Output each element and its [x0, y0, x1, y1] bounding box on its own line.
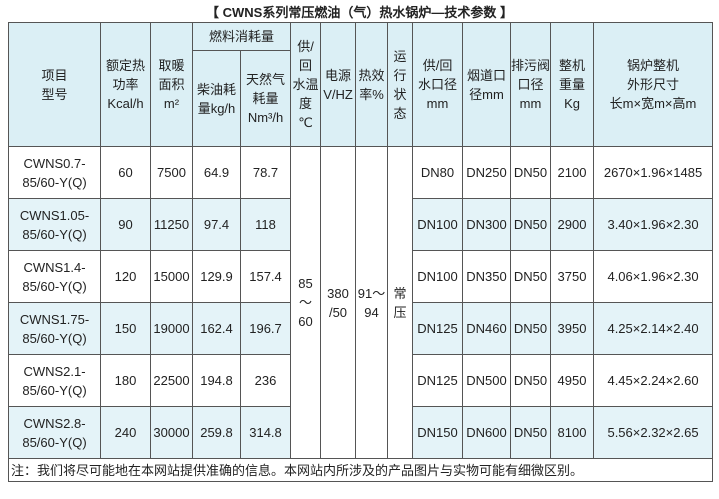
table-cell: 4.45×2.24×2.60	[593, 354, 714, 407]
table-cell: 314.8	[239, 406, 292, 459]
table-cell: DN300	[462, 198, 512, 251]
header-cell: 取暖 面积 m²	[150, 22, 193, 147]
header-group: 燃料消耗量	[191, 22, 292, 51]
table-row: CWNS0.7- 85/60-Y(Q) 60 7500 64.9 78.7 85 ～ 60…	[8, 146, 714, 459]
merged-cell: 91～ 94	[355, 146, 389, 459]
note: 注：我们将尽可能地在本网站提供准确的信息。本网站内所涉及的产品图片与实物可能有细…	[7, 458, 714, 482]
table-cell: 3.40×1.96×2.30	[593, 198, 714, 251]
merged-cell: 85 ～ 60	[290, 146, 322, 459]
table-row: CWNS2.8- 85/60-Y(Q) 240 30000 259.8 314.8 DN1…	[8, 406, 714, 459]
table-cell: 78.7	[239, 146, 292, 199]
table-cell: 2900	[550, 198, 595, 251]
table-cell: 4.06×1.96×2.30	[593, 250, 714, 303]
header-cell: 锅炉整机 外形尺寸 长m×宽m×高m	[593, 22, 714, 147]
header-cell: 额定热 功率 Kcal/h	[100, 22, 151, 147]
table-cell: 15000	[150, 250, 193, 303]
table-cell: 180	[100, 354, 151, 407]
table-cell: 97.4	[192, 198, 241, 251]
table-cell: CWNS1.75- 85/60-Y(Q)	[8, 302, 101, 355]
table-cell: 2670×1.96×1485	[593, 146, 714, 199]
header-cell: 整机 重量 Kg	[550, 22, 595, 147]
table-row: 项目 型号 额定热 功率 Kcal/h 取暖 面积 m² 燃料消耗量 供/ 回 水温 度…	[8, 22, 714, 147]
table-cell: 22500	[150, 354, 193, 407]
table-cell: CWNS2.1- 85/60-Y(Q)	[8, 354, 101, 407]
table-cell: DN100	[412, 198, 464, 251]
spec-table: 项目 型号 额定热 功率 Kcal/h 取暖 面积 m² 燃料消耗量 供/ 回 水温 度…	[7, 22, 714, 482]
header-cell: 烟道口 径mm	[462, 22, 512, 147]
table-cell: DN125	[412, 354, 464, 407]
table-cell: DN50	[510, 146, 552, 199]
table-row: 注：我们将尽可能地在本网站提供准确的信息。本网站内所涉及的产品图片与实物可能有细…	[7, 458, 714, 482]
table-cell: 2100	[550, 146, 595, 199]
table-cell: 118	[239, 198, 292, 251]
table-cell: DN460	[462, 302, 512, 355]
table-cell: 129.9	[192, 250, 241, 303]
table-cell: DN50	[510, 302, 552, 355]
table-cell: 19000	[150, 302, 193, 355]
header-cell: 项目 型号	[8, 22, 101, 147]
table-cell: 157.4	[239, 250, 292, 303]
table-cell: 3750	[550, 250, 595, 303]
merged-cell: 380 /50	[320, 146, 357, 459]
table-row: CWNS1.4- 85/60-Y(Q) 120 15000 129.9 157.4 DN1…	[8, 250, 714, 303]
table-cell: DN50	[510, 406, 552, 459]
table-row: CWNS1.75- 85/60-Y(Q) 150 19000 162.4 196.7 DN…	[8, 302, 714, 355]
header-cell: 柴油耗 量kg/h	[192, 50, 241, 147]
merged-cell: 常 压	[387, 146, 414, 459]
table-cell: 240	[100, 406, 151, 459]
table-cell: 259.8	[192, 406, 241, 459]
table-cell: 120	[100, 250, 151, 303]
table-cell: 194.8	[192, 354, 241, 407]
table-row: CWNS1.05- 85/60-Y(Q) 90 11250 97.4 118 DN100 D…	[8, 198, 714, 251]
table-cell: 162.4	[192, 302, 241, 355]
table-cell: DN80	[412, 146, 464, 199]
table-cell: 90	[100, 198, 151, 251]
table-cell: 30000	[150, 406, 193, 459]
header-cell: 供/ 回 水温 度 ℃	[290, 22, 322, 147]
table-cell: DN250	[462, 146, 512, 199]
table-cell: 3950	[550, 302, 595, 355]
table-row: CWNS2.1- 85/60-Y(Q) 180 22500 194.8 236 DN125…	[8, 354, 714, 407]
table-cell: CWNS2.8- 85/60-Y(Q)	[8, 406, 101, 459]
table-cell: DN125	[412, 302, 464, 355]
header-cell: 电源 V/HZ	[320, 22, 357, 147]
table-cell: DN50	[510, 198, 552, 251]
table-cell: 11250	[150, 198, 193, 251]
table-cell: 5.56×2.32×2.65	[593, 406, 714, 459]
header-cell: 天然气 耗量 Nm³/h	[239, 50, 292, 147]
table-cell: 64.9	[192, 146, 241, 199]
table-cell: CWNS1.4- 85/60-Y(Q)	[8, 250, 101, 303]
header-cell: 排污阀 口径 mm	[510, 22, 552, 147]
table-cell: DN150	[412, 406, 464, 459]
table-cell: 196.7	[239, 302, 292, 355]
table-cell: 4950	[550, 354, 595, 407]
table-cell: 4.25×2.14×2.40	[593, 302, 714, 355]
table-cell: DN100	[412, 250, 464, 303]
table-cell: DN50	[510, 250, 552, 303]
table-cell: DN50	[510, 354, 552, 407]
table-cell: CWNS1.05- 85/60-Y(Q)	[8, 198, 101, 251]
table-cell: DN350	[462, 250, 512, 303]
table-cell: CWNS0.7- 85/60-Y(Q)	[8, 146, 101, 199]
title: 【 CWNS系列常压燃油（气）热水锅炉—技术参数 】	[206, 5, 513, 20]
table-cell: 8100	[550, 406, 595, 459]
header-cell: 运 行 状 态	[387, 22, 414, 147]
table-cell: DN600	[462, 406, 512, 459]
table-cell: 7500	[150, 146, 193, 199]
table-cell: 236	[239, 354, 292, 407]
table-cell: 60	[100, 146, 151, 199]
table-cell: 150	[100, 302, 151, 355]
table-row: 柴油耗 量kg/h 天然气 耗量 Nm³/h	[9, 50, 713, 147]
header-cell: 热效 率%	[355, 22, 389, 147]
table-cell: DN500	[462, 354, 512, 407]
header-cell: 供/回 水口径 mm	[412, 22, 464, 147]
